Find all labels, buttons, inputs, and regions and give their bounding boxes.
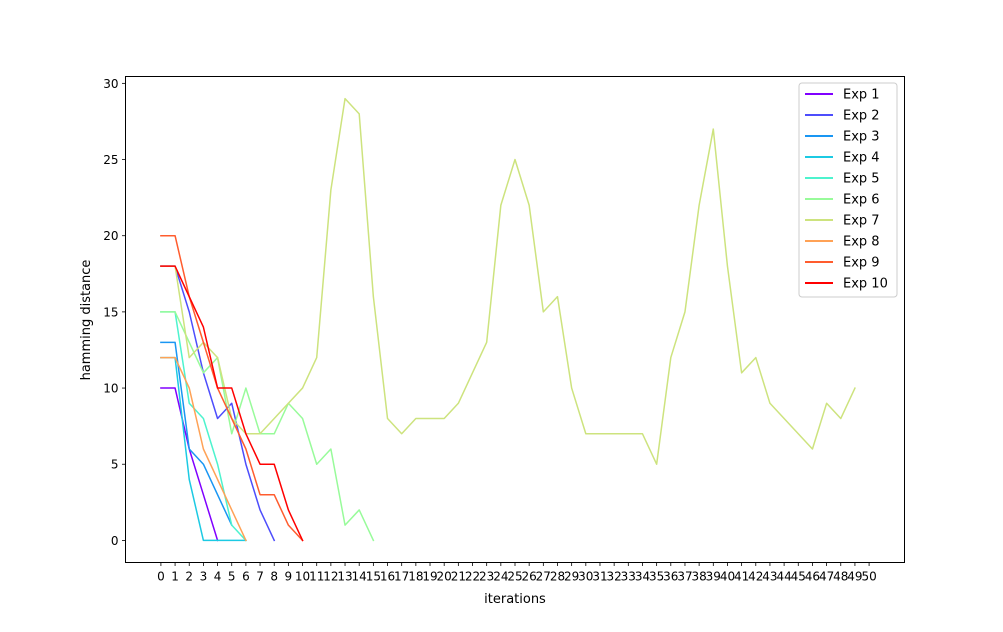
- x-tick-label: 44: [776, 570, 791, 584]
- y-tick-label: 0: [111, 534, 119, 548]
- legend-label-exp-2: Exp 2: [843, 109, 880, 124]
- x-tick-label: 22: [465, 570, 480, 584]
- x-tick-label: 13: [337, 570, 352, 584]
- x-tick-label: 0: [157, 570, 165, 584]
- x-tick-label: 33: [621, 570, 636, 584]
- x-tick-label: 38: [691, 570, 706, 584]
- x-tick-label: 23: [479, 570, 494, 584]
- x-tick-label: 15: [366, 570, 381, 584]
- x-tick-label: 5: [228, 570, 236, 584]
- x-tick-label: 34: [635, 570, 650, 584]
- x-tick-label: 37: [677, 570, 692, 584]
- x-tick-label: 49: [847, 570, 862, 584]
- y-axis: 0 5 10 15 20 25 30: [103, 77, 126, 548]
- x-tick-label: 20: [437, 570, 452, 584]
- x-tick-label: 7: [256, 570, 264, 584]
- x-tick-label: 1: [171, 570, 179, 584]
- x-tick-label: 35: [649, 570, 664, 584]
- x-tick-label: 31: [592, 570, 607, 584]
- x-tick-label: 8: [270, 570, 278, 584]
- series-line-exp-2: [160, 265, 276, 542]
- series-line-exp-9: [160, 234, 304, 542]
- legend-label-exp-3: Exp 3: [843, 130, 880, 145]
- x-tick-label: 16: [380, 570, 395, 584]
- y-tick-label: 10: [103, 382, 118, 396]
- x-tick-label: 19: [422, 570, 437, 584]
- series-layer: [160, 97, 856, 542]
- x-tick-label: 39: [706, 570, 721, 584]
- x-tick-label: 12: [323, 570, 338, 584]
- x-tick-label: 47: [819, 570, 834, 584]
- legend-label-exp-7: Exp 7: [843, 214, 880, 229]
- x-tick-label: 46: [805, 570, 820, 584]
- legend: Exp 1 Exp 2 Exp 3 Exp 4 Exp 5 Exp 6 Exp 7 Exp 8…: [798, 82, 898, 298]
- legend-label-exp-8: Exp 8: [843, 235, 880, 250]
- x-tick-label: 18: [408, 570, 423, 584]
- y-tick-label: 25: [103, 153, 118, 167]
- x-axis-label: iterations: [484, 592, 546, 607]
- y-tick-label: 15: [103, 305, 118, 319]
- legend-label-exp-5: Exp 5: [843, 172, 880, 187]
- x-tick-label: 27: [536, 570, 551, 584]
- y-axis-label: hamming distance: [79, 260, 94, 381]
- x-tick-label: 42: [748, 570, 763, 584]
- x-tick-label: 25: [507, 570, 522, 584]
- x-tick-label: 32: [607, 570, 622, 584]
- x-tick-label: 24: [493, 570, 508, 584]
- series-line-exp-10: [160, 265, 304, 542]
- x-tick-label: 17: [394, 570, 409, 584]
- x-tick-label: 29: [564, 570, 579, 584]
- x-tick-label: 14: [352, 570, 367, 584]
- legend-label-exp-1: Exp 1: [843, 88, 880, 103]
- x-tick-label: 10: [295, 570, 310, 584]
- x-tick-label: 6: [242, 570, 250, 584]
- legend-label-exp-9: Exp 9: [843, 256, 880, 271]
- series-line-exp-7: [160, 97, 856, 465]
- x-tick-label: 28: [550, 570, 565, 584]
- x-tick-label: 26: [522, 570, 537, 584]
- x-tick-label: 41: [734, 570, 749, 584]
- series-line-exp-8: [160, 356, 247, 542]
- x-tick-label: 43: [762, 570, 777, 584]
- x-tick-label: 11: [309, 570, 324, 584]
- x-tick-label: 21: [451, 570, 466, 584]
- series-line-exp-6: [160, 311, 375, 542]
- x-tick-label: 30: [578, 570, 593, 584]
- x-tick-label: 9: [285, 570, 293, 584]
- x-axis: 0 1 2 3 4 5 6 7 8 9 101112131415161718192021222324…: [157, 562, 877, 584]
- x-tick-label: 2: [185, 570, 193, 584]
- x-tick-label: 4: [214, 570, 222, 584]
- legend-label-exp-6: Exp 6: [843, 193, 880, 208]
- y-tick-label: 5: [111, 458, 119, 472]
- y-tick-label: 30: [103, 77, 118, 91]
- x-tick-label: 48: [833, 570, 848, 584]
- x-tick-label: 50: [861, 570, 876, 584]
- x-tick-label: 36: [663, 570, 678, 584]
- y-tick-label: 20: [103, 229, 118, 243]
- legend-label-exp-4: Exp 4: [843, 151, 880, 166]
- series-line-exp-3: [160, 341, 233, 527]
- x-tick-label: 45: [791, 570, 806, 584]
- x-tick-label: 40: [720, 570, 735, 584]
- legend-label-exp-10: Exp 10: [843, 277, 888, 292]
- x-tick-label: 3: [200, 570, 208, 584]
